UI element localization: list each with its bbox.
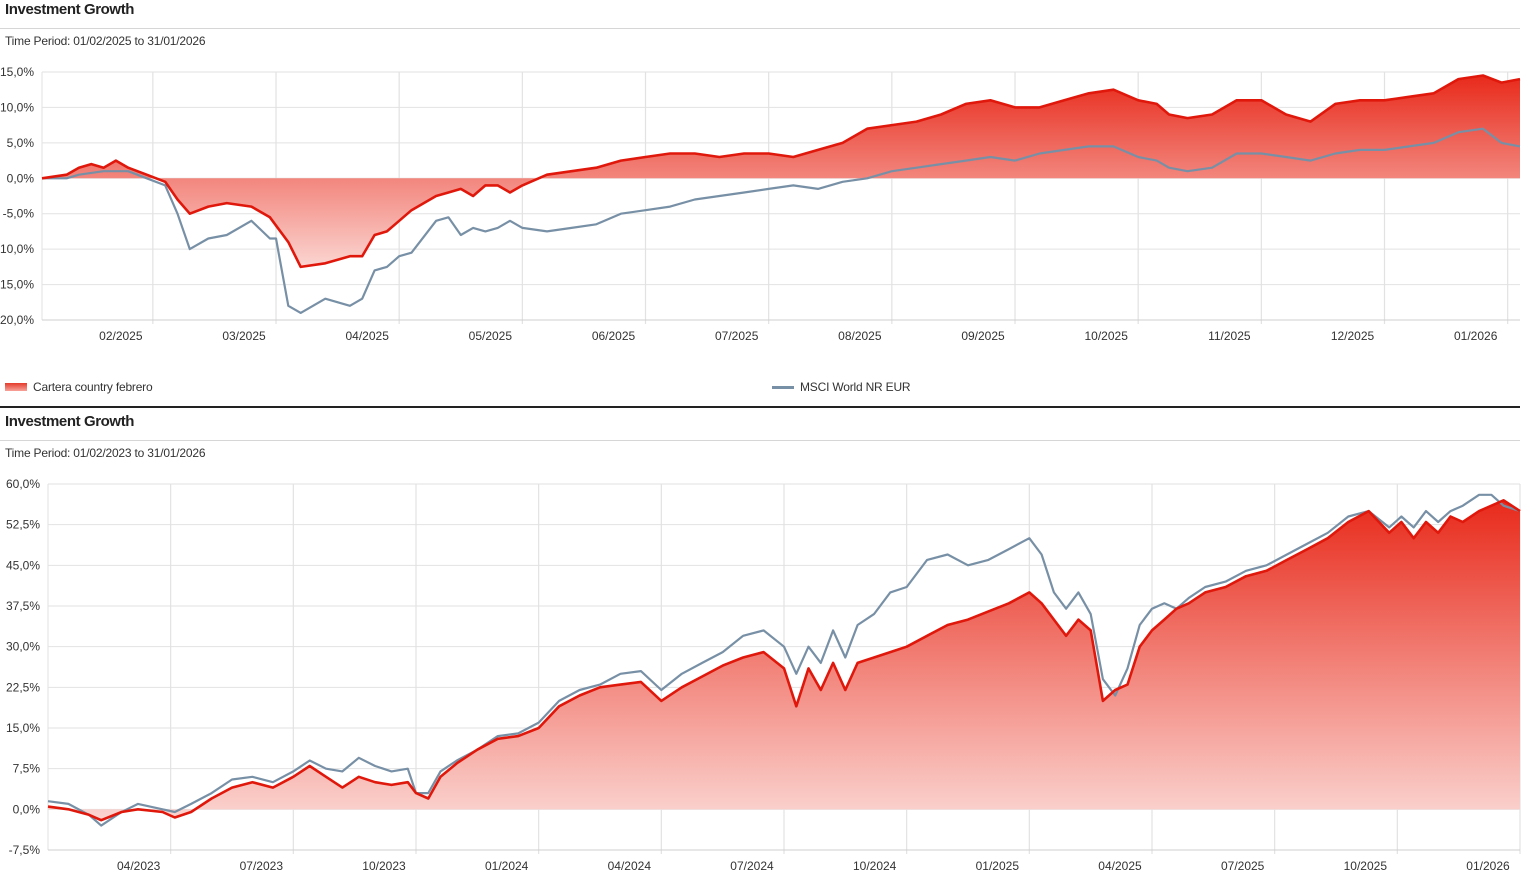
chart1-title-divider	[0, 28, 1520, 29]
chart2-title-divider	[0, 440, 1520, 441]
y-tick-label: 5,0%	[7, 136, 35, 150]
x-tick-label: 04/2025	[1098, 859, 1142, 873]
x-tick-label: 10/2024	[853, 859, 897, 873]
chart1-time-period: Time Period: 01/02/2025 to 31/01/2026	[5, 34, 206, 48]
x-tick-label: 01/2026	[1454, 329, 1498, 343]
x-tick-label: 07/2023	[240, 859, 284, 873]
legend-label-benchmark: MSCI World NR EUR	[800, 380, 911, 394]
y-tick-label: 7,5%	[13, 762, 41, 776]
x-tick-label: 05/2025	[469, 329, 513, 343]
chart2-title: Investment Growth	[5, 413, 135, 430]
x-tick-label: 12/2025	[1331, 329, 1375, 343]
chart2-investment-growth-plot: 60,0% 52,5% 45,0% 37,5% 30,0% 22,5% 15,0% 7,5% 0…	[6, 477, 1521, 873]
chart1-title: Investment Growth	[5, 1, 135, 18]
portfolio-series-line	[47, 499, 1521, 822]
y-tick-label: 15,0%	[6, 721, 40, 735]
x-tick-label: 01/2026	[1466, 859, 1510, 873]
y-tick-label: 30,0%	[6, 640, 40, 654]
chart2-time-period: Time Period: 01/02/2023 to 31/01/2026	[5, 446, 206, 460]
portfolio-area-fill	[42, 75, 1520, 267]
x-tick-label: 07/2024	[730, 859, 774, 873]
x-tick-label: 01/2025	[976, 859, 1020, 873]
y-tick-label: 45,0%	[6, 558, 40, 572]
y-tick-label: 0,0%	[7, 171, 35, 185]
legend-line-swatch	[772, 385, 794, 389]
legend-item-benchmark: MSCI World NR EUR	[772, 380, 911, 394]
benchmark-series-line	[47, 493, 1521, 827]
section-divider	[0, 406, 1520, 408]
y-tick-label: -20,0%	[0, 313, 34, 327]
y-tick-label: -5,0%	[3, 207, 35, 221]
x-tick-label: 08/2025	[838, 329, 882, 343]
x-tick-label: 02/2025	[99, 329, 143, 343]
y-tick-label: 0,0%	[13, 802, 41, 816]
y-tick-label: 22,5%	[6, 680, 40, 694]
benchmark-series-line	[42, 127, 1521, 314]
x-tick-label: 11/2025	[1208, 329, 1251, 343]
y-tick-label: -7,5%	[9, 843, 41, 857]
x-tick-label: 03/2025	[222, 329, 266, 343]
x-tick-label: 01/2024	[485, 859, 529, 873]
y-tick-label: 52,5%	[6, 518, 40, 532]
x-tick-label: 04/2024	[608, 859, 652, 873]
legend-label-portfolio: Cartera country febrero	[33, 380, 153, 394]
portfolio-series-line	[41, 74, 1521, 269]
y-tick-label: 37,5%	[6, 599, 40, 613]
x-tick-label: 07/2025	[715, 329, 759, 343]
y-tick-label: 60,0%	[6, 477, 40, 491]
x-tick-label: 07/2025	[1221, 859, 1265, 873]
y-tick-label: 15,0%	[0, 65, 34, 79]
y-tick-label: 10,0%	[0, 100, 34, 114]
x-tick-label: 06/2025	[592, 329, 636, 343]
legend-item-portfolio: Cartera country febrero	[5, 380, 153, 394]
x-tick-label: 10/2025	[1344, 859, 1388, 873]
legend-area-swatch	[5, 383, 27, 391]
y-tick-label: -10,0%	[0, 242, 34, 256]
x-tick-label: 09/2025	[961, 329, 1005, 343]
chart1-investment-growth-plot: 15,0% 10,0% 5,0% 0,0% -5,0% -10,0% -15,0% -20,0…	[0, 65, 1521, 343]
x-tick-label: 10/2025	[1084, 329, 1128, 343]
x-tick-label: 04/2025	[345, 329, 389, 343]
y-tick-label: -15,0%	[0, 278, 34, 292]
x-tick-label: 04/2023	[117, 859, 161, 873]
portfolio-area-fill	[48, 500, 1520, 821]
x-tick-label: 10/2023	[362, 859, 406, 873]
